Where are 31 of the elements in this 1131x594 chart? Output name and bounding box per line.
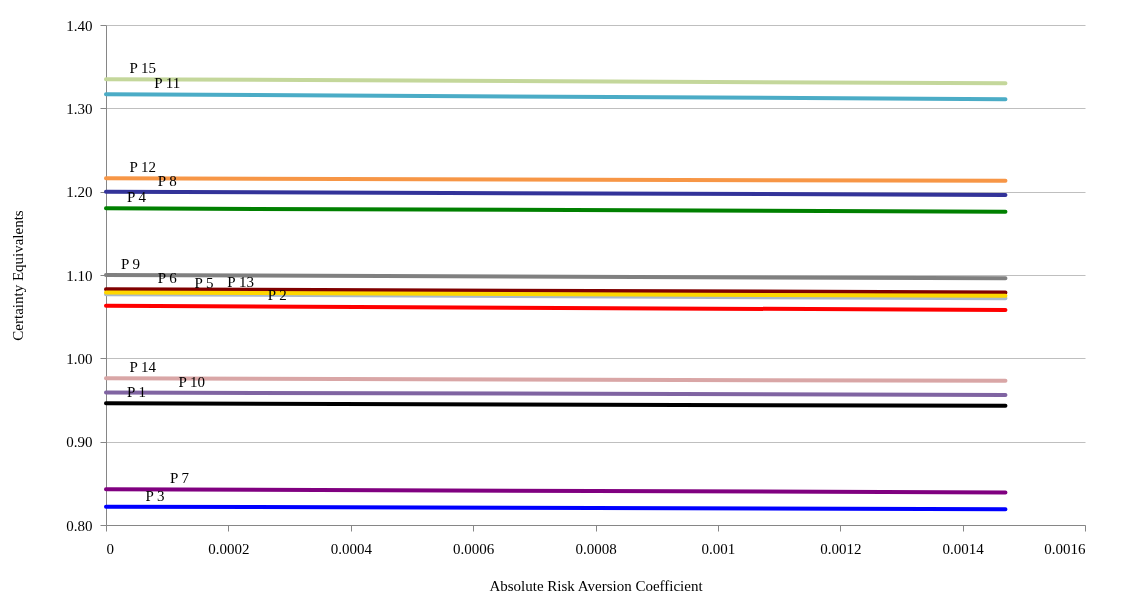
x-tick-label: 0.0014 bbox=[942, 540, 985, 557]
y-axis-title: Certainty Equivalents bbox=[10, 210, 27, 341]
annotation: P 11 bbox=[154, 75, 181, 92]
x-tick-label: 0.0012 bbox=[820, 540, 862, 557]
x-tick-label: 0.0006 bbox=[453, 540, 495, 557]
annotation: P 14 bbox=[129, 359, 157, 376]
x-tick-label: 0.0008 bbox=[575, 540, 617, 557]
annotation: P 9 bbox=[120, 256, 140, 272]
x-tick-label: 0 bbox=[106, 540, 114, 557]
annotation: P 12 bbox=[129, 159, 156, 176]
x-tick-label: 0.0004 bbox=[330, 540, 373, 557]
x-axis-title: Absolute Risk Aversion Coefficient bbox=[489, 577, 704, 594]
x-tick-label: 0.0016 bbox=[1044, 540, 1086, 557]
annotation: P 13 bbox=[227, 273, 254, 290]
x-tick-label: 0.001 bbox=[701, 540, 736, 557]
annotation: P 6 bbox=[157, 270, 178, 287]
y-tick-label: 1.40 bbox=[66, 17, 93, 34]
y-tick-label: 0.80 bbox=[66, 517, 93, 534]
annotation: P 1 bbox=[127, 384, 147, 401]
annotation: P 5 bbox=[194, 275, 214, 292]
y-tick-label: 0.90 bbox=[66, 434, 93, 451]
annotation: P 7 bbox=[169, 470, 190, 487]
annotation: P 10 bbox=[178, 373, 205, 390]
y-tick-label: 1.30 bbox=[66, 100, 93, 117]
annotation: P 4 bbox=[127, 189, 147, 206]
annotation: P 15 bbox=[129, 60, 156, 77]
y-tick-label: 1.10 bbox=[66, 267, 93, 284]
annotation: P 3 bbox=[145, 487, 165, 504]
x-tick-label: 0.0002 bbox=[208, 540, 250, 557]
y-tick-label: 1.00 bbox=[66, 350, 93, 367]
y-tick-label: 1.20 bbox=[66, 184, 93, 201]
